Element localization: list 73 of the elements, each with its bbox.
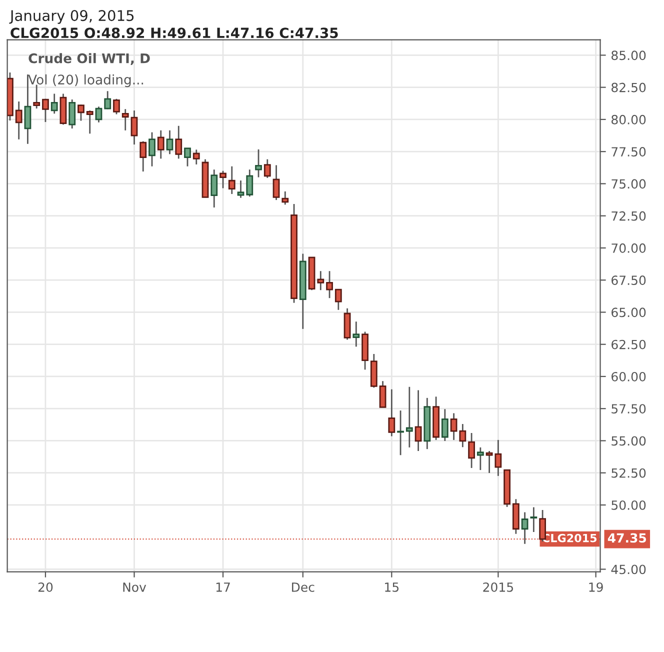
y-tick-label: 67.50	[612, 276, 646, 286]
x-tick-label: 17	[216, 582, 230, 592]
candlestick	[352, 320, 360, 348]
candlestick	[95, 106, 102, 124]
y-tick-label: 77.50	[612, 147, 646, 157]
x-tick-label: 20	[38, 582, 53, 592]
candlestick	[140, 140, 147, 172]
candlestick	[237, 180, 244, 199]
y-tick-label: 80.00	[612, 114, 646, 124]
candlestick	[388, 388, 396, 437]
chart-title: January 09, 2015	[9, 10, 134, 24]
x-tick-label: 15	[385, 582, 399, 592]
candlestick	[494, 439, 502, 477]
chart-subtitle: CLG2015 O:48.92 H:49.61 L:47.16 C:47.35	[10, 28, 338, 38]
y-tick-label: 52.50	[612, 468, 646, 478]
candlestick	[113, 98, 120, 116]
candlestick	[326, 270, 333, 299]
y-tick-label: 70.00	[612, 243, 646, 253]
candlestick	[78, 104, 84, 122]
candlestick	[414, 390, 422, 452]
x-tick-label: 19	[589, 582, 603, 592]
candlestick	[334, 288, 342, 311]
candlestick	[148, 132, 156, 168]
candlestick	[282, 190, 289, 206]
candlestick	[468, 432, 475, 469]
candlestick	[220, 170, 226, 189]
y-tick-label: 72.50	[612, 211, 646, 221]
candlestick	[68, 98, 76, 130]
y-tick-label: 60.00	[612, 372, 646, 382]
y-tick-label: 65.00	[612, 308, 646, 318]
candlestick	[184, 148, 191, 168]
y-tick-label: 75.00	[612, 179, 646, 189]
candlestick	[50, 93, 58, 114]
candlestick	[264, 158, 271, 179]
candlestick	[379, 380, 386, 408]
candlestick	[317, 270, 324, 291]
candlestick	[15, 100, 22, 140]
candlestick	[272, 164, 280, 201]
y-tick-label: 50.00	[612, 500, 646, 510]
candlestick	[397, 410, 404, 456]
candlestick	[476, 446, 484, 471]
candlestick	[521, 512, 528, 545]
candlestick	[86, 110, 94, 134]
y-tick-label: 85.00	[612, 50, 646, 60]
y-tick-label: 57.50	[612, 404, 646, 414]
candlestick	[255, 148, 262, 178]
candlestick	[228, 166, 236, 195]
candlestick	[450, 412, 458, 441]
candlestick	[42, 98, 49, 123]
x-tick-label: 2015	[483, 582, 513, 592]
candlestick	[157, 130, 164, 160]
candlestick	[246, 168, 254, 198]
candlestick	[459, 423, 466, 448]
candlestick	[406, 386, 413, 448]
candlestick	[33, 84, 40, 110]
ref-line-label: 47.35	[608, 533, 646, 543]
candlestick	[441, 408, 448, 442]
candlestick	[104, 90, 112, 110]
annotation: Crude Oil WTI, D	[28, 53, 150, 65]
candlestick	[210, 168, 218, 208]
candlestick	[192, 148, 200, 166]
candlestick	[175, 125, 182, 160]
y-tick-label: 55.00	[612, 436, 646, 446]
candlestick	[166, 130, 174, 155]
x-tick-label: Dec	[292, 582, 314, 592]
candlestick	[130, 110, 138, 146]
candlestick	[486, 450, 493, 474]
x-tick-label: Nov	[123, 582, 146, 592]
candlestick	[530, 506, 538, 533]
y-tick-label: 45.00	[611, 564, 646, 574]
y-tick-label: 82.50	[612, 82, 646, 92]
candlestick	[122, 108, 129, 132]
y-tick-label: 62.50	[612, 340, 646, 350]
